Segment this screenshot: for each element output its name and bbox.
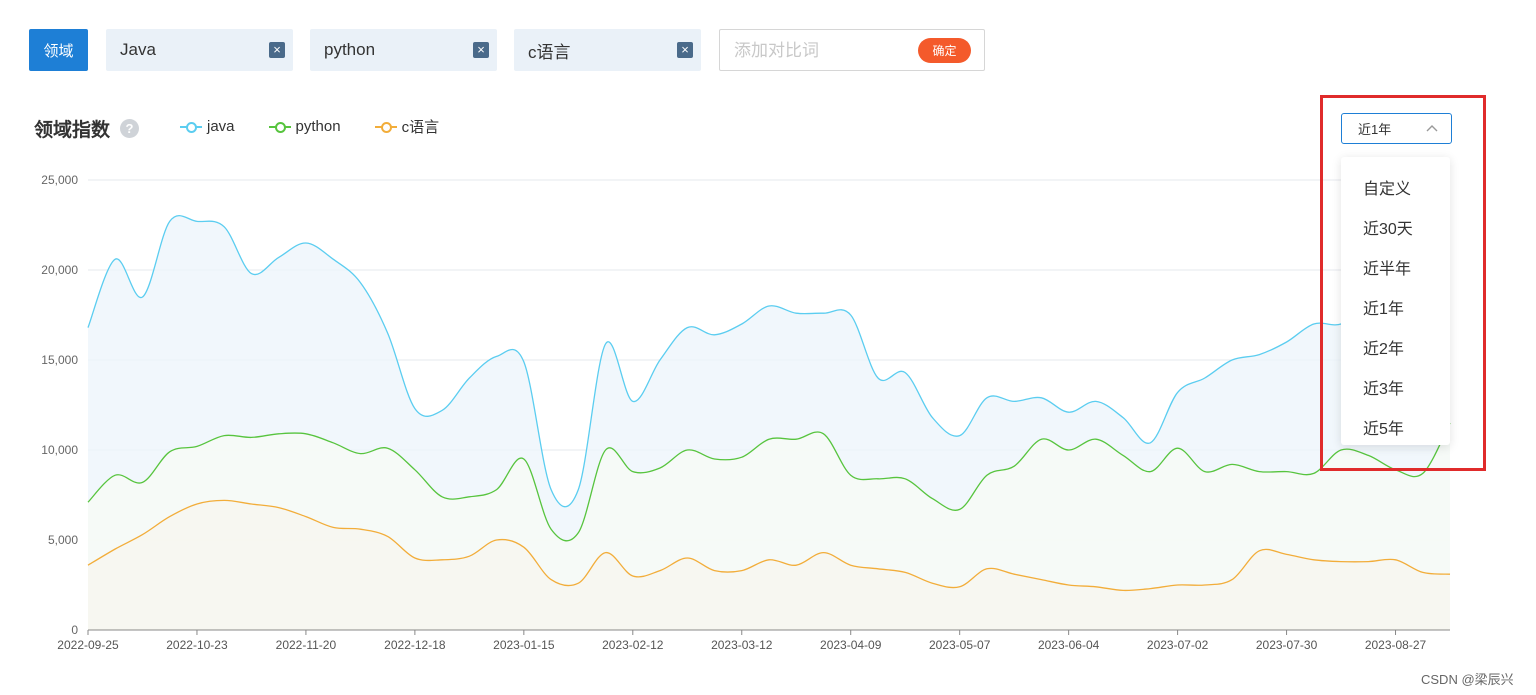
y-tick-label: 10,000 bbox=[41, 443, 78, 457]
time-range-select[interactable]: 近1年 bbox=[1341, 113, 1452, 144]
x-tick-label: 2023-04-09 bbox=[820, 638, 882, 652]
option-5-years[interactable]: 近5年 bbox=[1363, 421, 1404, 438]
y-tick-label: 20,000 bbox=[41, 263, 78, 277]
legend-item-python[interactable]: python bbox=[268, 118, 341, 135]
legend-item-java[interactable]: java bbox=[180, 118, 235, 135]
close-icon[interactable]: × bbox=[677, 42, 693, 58]
x-tick-label: 2023-05-07 bbox=[929, 638, 991, 652]
series-line-2 bbox=[87, 499, 1451, 592]
watermark: CSDN @梁辰兴 bbox=[1421, 672, 1514, 687]
time-range-dropdown: 自定义 近30天 近半年 近1年 近2年 近3年 近5年 bbox=[1341, 157, 1450, 445]
tag-label: c语言 bbox=[528, 42, 571, 62]
option-3-years[interactable]: 近3年 bbox=[1363, 381, 1404, 398]
tag-list: Java × python × c语言 × 确定 bbox=[106, 29, 1006, 71]
tag-java: Java × bbox=[106, 29, 293, 71]
x-tick-label: 2023-06-04 bbox=[1038, 638, 1100, 652]
tag-c: c语言 × bbox=[514, 29, 701, 71]
legend-line-icon bbox=[268, 121, 291, 133]
y-tick-label: 0 bbox=[71, 623, 78, 637]
x-tick-label: 2022-12-18 bbox=[384, 638, 446, 652]
option-half-year[interactable]: 近半年 bbox=[1363, 261, 1412, 278]
option-custom[interactable]: 自定义 bbox=[1363, 181, 1412, 198]
highlight-annotation-box bbox=[1320, 95, 1486, 471]
y-tick-label: 5,000 bbox=[48, 533, 78, 547]
legend-label: c语言 bbox=[401, 119, 440, 136]
x-tick-label: 2023-07-02 bbox=[1147, 638, 1209, 652]
x-tick-label: 2023-01-15 bbox=[493, 638, 555, 652]
legend-item-c[interactable]: c语言 bbox=[374, 116, 440, 137]
x-tick-label: 2023-02-12 bbox=[602, 638, 664, 652]
toolbar: 领域 bbox=[29, 29, 88, 71]
chart-title: 领域指数 bbox=[34, 120, 111, 141]
close-icon[interactable]: × bbox=[473, 42, 489, 58]
x-tick-label: 2022-10-23 bbox=[166, 638, 228, 652]
x-tick-label: 2023-07-30 bbox=[1256, 638, 1318, 652]
domain-button[interactable]: 领域 bbox=[29, 29, 88, 71]
option-2-years[interactable]: 近2年 bbox=[1363, 341, 1404, 358]
x-tick-label: 2023-03-12 bbox=[711, 638, 773, 652]
option-1-year[interactable]: 近1年 bbox=[1363, 301, 1404, 318]
x-tick-label: 2023-08-27 bbox=[1365, 638, 1427, 652]
legend-line-icon bbox=[374, 121, 397, 133]
tag-label: Java bbox=[120, 40, 156, 59]
series-line-1 bbox=[87, 422, 1451, 542]
y-tick-label: 25,000 bbox=[41, 173, 78, 187]
tag-python: python × bbox=[310, 29, 497, 71]
legend-label: java bbox=[207, 118, 235, 135]
series-line-0 bbox=[87, 214, 1450, 508]
x-tick-label: 2022-09-25 bbox=[57, 638, 119, 652]
tag-label: python bbox=[324, 40, 376, 59]
x-tick-label: 2022-11-20 bbox=[276, 638, 337, 652]
legend: java python c语言 bbox=[180, 116, 473, 137]
time-range-selected: 近1年 bbox=[1358, 122, 1392, 137]
chevron-up-icon bbox=[1426, 125, 1438, 132]
legend-line-icon bbox=[180, 121, 202, 133]
confirm-button[interactable]: 确定 bbox=[918, 38, 971, 63]
compare-term-input[interactable] bbox=[732, 38, 916, 64]
series-area-2 bbox=[88, 500, 1450, 630]
help-icon[interactable]: ? bbox=[120, 119, 139, 138]
close-icon[interactable]: × bbox=[269, 42, 285, 58]
compare-term-box: 确定 bbox=[719, 29, 985, 71]
y-tick-label: 15,000 bbox=[41, 353, 78, 367]
option-30-days[interactable]: 近30天 bbox=[1363, 221, 1413, 238]
legend-label: python bbox=[295, 118, 341, 135]
